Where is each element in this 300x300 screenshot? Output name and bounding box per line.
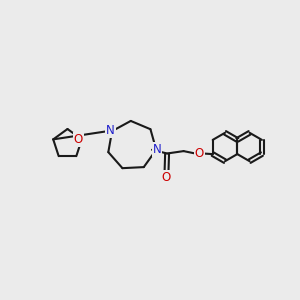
Text: O: O [195, 147, 204, 160]
Text: O: O [162, 171, 171, 184]
Text: O: O [74, 133, 83, 146]
Text: N: N [153, 143, 161, 156]
Text: N: N [106, 124, 115, 137]
